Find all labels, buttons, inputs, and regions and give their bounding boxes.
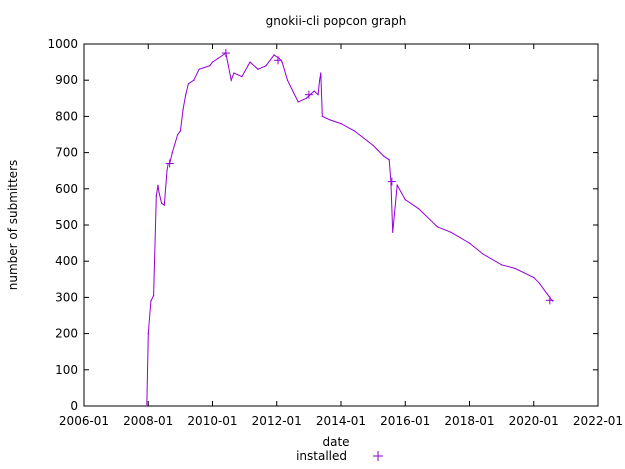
data-point [161,202,163,204]
data-point [353,130,355,132]
plus-marker [304,90,313,99]
data-point [153,294,155,297]
plus-marker [387,177,396,186]
data-point [147,333,149,335]
y-tick-label: 100 [55,363,78,377]
data-point [546,293,548,295]
data-point [320,72,322,74]
series-layer [146,49,554,407]
chart-title: gnokii-cli popcon graph [266,14,407,28]
data-point [146,405,148,407]
data-point [150,300,152,302]
data-point [482,253,484,255]
x-tick-label: 2020-01 [509,414,559,428]
data-point [538,282,540,284]
data-point [209,65,211,67]
data-point [249,61,251,63]
y-tick-label: 800 [55,109,78,123]
data-point [257,68,259,70]
x-tick-label: 2008-01 [123,414,173,428]
data-point [292,90,294,92]
data-point [318,79,321,81]
x-tick-label: 2010-01 [187,414,237,428]
data-point [468,242,471,244]
x-tick-label: 2022-01 [573,414,623,428]
x-axis-label: date [322,435,349,449]
data-point [177,133,179,136]
data-point [155,195,157,197]
series-line-installed [146,52,553,407]
data-point [392,231,394,233]
data-point [211,61,214,63]
data-point [418,208,420,210]
data-point [388,159,390,161]
data-point [278,57,281,60]
y-axis-label: number of submitters [6,160,20,291]
y-tick-label: 200 [55,327,78,341]
data-point [383,155,385,157]
data-point [187,83,190,85]
data-point [163,204,165,206]
data-point [157,184,159,186]
plus-marker [165,159,174,168]
data-point [450,231,452,233]
x-tick-label: 2016-01 [380,414,430,428]
x-axis: 2006-01 2008-01 2010-01 2012-01 2014-01 2016-… [59,44,623,428]
data-point [340,123,342,125]
plus-marker [221,49,230,58]
data-point [273,54,275,56]
data-point [297,101,299,103]
data-point [203,66,206,69]
data-point [217,57,219,60]
data-point [265,65,267,67]
data-point [241,75,243,78]
plus-marker [273,56,282,65]
x-tick-label: 2006-01 [59,414,109,428]
data-point [305,97,307,99]
data-point [230,79,232,81]
data-point [317,94,319,96]
y-tick-label: 400 [55,254,78,268]
data-point [179,130,181,132]
data-point [329,119,331,121]
y-tick-label: 900 [55,73,78,87]
plus-marker [545,296,554,305]
plot-frame [83,43,599,407]
data-point [321,115,323,117]
data-point [533,276,535,279]
data-point [171,152,173,154]
data-point [198,68,200,70]
data-point [182,108,184,110]
data-point [404,199,406,201]
y-tick-label: 700 [55,146,78,160]
data-point [436,226,438,228]
y-tick-label: 300 [55,290,78,304]
y-tick-label: 1000 [47,37,78,51]
data-point [185,94,187,96]
legend-label-installed: installed [296,449,347,463]
data-point [166,170,168,172]
y-axis: 0 100 200 300 400 500 600 700 800 900 1000 [47,37,598,413]
data-point [193,79,195,81]
data-point [372,144,374,146]
legend-plus-marker [373,451,383,461]
data-point [281,61,283,63]
data-point [396,184,398,186]
data-point [233,72,235,74]
data-point [514,267,516,270]
x-tick-label: 2012-01 [252,414,302,428]
data-point [313,90,315,92]
y-tick-label: 600 [55,182,78,196]
data-point [501,264,503,266]
y-tick-label: 500 [55,218,78,232]
data-point [286,79,289,81]
y-tick-label: 0 [70,399,78,413]
x-tick-label: 2018-01 [444,414,494,428]
legend: installed [296,449,383,463]
data-point [158,191,160,194]
x-tick-label: 2014-01 [316,414,366,428]
